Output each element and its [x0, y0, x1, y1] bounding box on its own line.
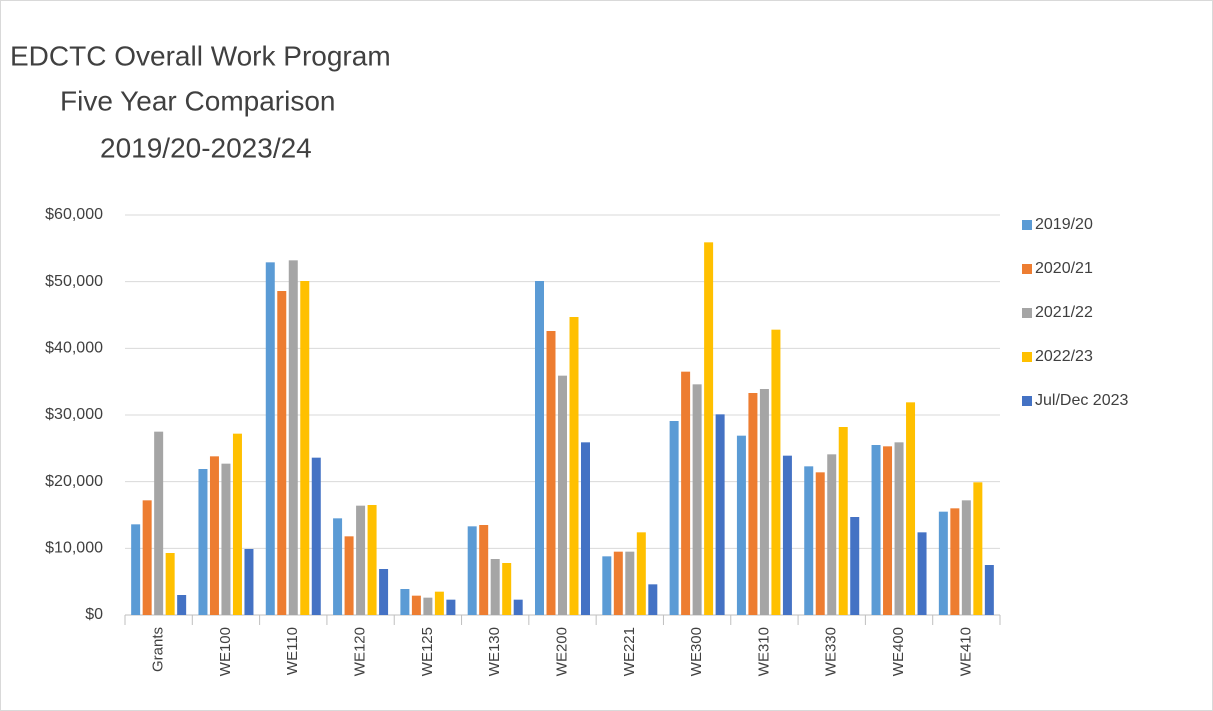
legend-swatch [1022, 352, 1032, 362]
legend-label: 2021/22 [1035, 304, 1093, 321]
bar [446, 599, 456, 615]
bar [411, 595, 421, 615]
bar [669, 421, 679, 615]
y-tick-label: $20,000 [45, 473, 103, 490]
x-tick-label: WE120 [352, 627, 369, 676]
bar [513, 599, 523, 615]
bar [277, 291, 287, 615]
bar [288, 260, 298, 615]
x-tick-label: WE310 [755, 627, 772, 676]
bar [434, 591, 444, 615]
bar [613, 551, 623, 615]
bar [602, 556, 612, 615]
bar [569, 317, 579, 615]
bar [906, 402, 916, 615]
bar [715, 414, 725, 615]
bar [311, 457, 321, 615]
bar [209, 456, 219, 615]
bar [736, 435, 746, 615]
bar [333, 518, 343, 615]
bar [984, 565, 994, 615]
bar [177, 595, 187, 615]
bar [704, 242, 714, 616]
bar [165, 553, 175, 615]
bar [648, 584, 658, 615]
bar [502, 563, 512, 615]
x-tick-label: Grants [150, 627, 167, 672]
bar [917, 532, 927, 615]
legend-swatch [1022, 396, 1032, 406]
bar [625, 551, 635, 615]
bar [535, 281, 544, 615]
bar [367, 505, 377, 615]
bar [804, 466, 814, 615]
bar [546, 331, 556, 615]
bar [300, 281, 310, 615]
bar [950, 508, 960, 615]
bar [490, 559, 500, 615]
bar [938, 511, 948, 615]
x-tick-label: WE100 [217, 627, 234, 676]
chart-title: EDCTC Overall Work Program [10, 40, 391, 71]
y-tick-label: $0 [85, 606, 103, 623]
y-tick-label: $10,000 [45, 540, 103, 557]
bar [344, 536, 354, 615]
bar [467, 526, 477, 615]
y-tick-label: $40,000 [45, 340, 103, 357]
bar [232, 433, 242, 615]
legend-label: 2020/21 [1035, 260, 1093, 277]
chart-title: 2019/20-2023/24 [100, 132, 312, 163]
bar [142, 500, 152, 615]
x-tick-label: WE330 [823, 627, 840, 676]
x-tick-label: WE221 [621, 627, 638, 676]
x-tick-label: WE130 [486, 627, 503, 676]
y-tick-label: $30,000 [45, 406, 103, 423]
x-tick-label: WE110 [284, 627, 301, 675]
bar [581, 442, 590, 615]
x-tick-label: WE200 [553, 627, 570, 676]
y-tick-label: $60,000 [45, 206, 103, 223]
bar [356, 505, 366, 615]
bar [815, 472, 825, 615]
bar [244, 549, 254, 615]
bar [154, 431, 164, 615]
chart-title: Five Year Comparison [60, 85, 335, 116]
legend-swatch [1022, 264, 1032, 274]
bar [423, 597, 433, 615]
bar [681, 371, 691, 615]
legend-swatch [1022, 308, 1032, 318]
bar [692, 384, 702, 615]
x-tick-label: WE410 [957, 627, 974, 676]
legend-swatch [1022, 220, 1032, 230]
bar [379, 569, 389, 615]
bar [850, 517, 860, 615]
bar [131, 524, 141, 615]
bar [198, 469, 208, 615]
bar [265, 262, 275, 615]
bar [771, 329, 781, 615]
bar [479, 525, 489, 615]
legend-label: 2019/20 [1035, 216, 1093, 233]
bar [400, 589, 410, 615]
y-tick-label: $50,000 [45, 273, 103, 290]
bar [748, 393, 758, 615]
bar [894, 442, 904, 615]
bar [636, 532, 646, 615]
bar [782, 455, 792, 615]
x-tick-label: WE300 [688, 627, 705, 676]
x-tick-label: WE125 [419, 627, 436, 676]
bar [838, 427, 848, 615]
legend-label: Jul/Dec 2023 [1035, 392, 1128, 409]
legend-label: 2022/23 [1035, 348, 1093, 365]
bar [961, 500, 971, 615]
bar [827, 454, 837, 615]
bar [221, 463, 231, 615]
bar [871, 445, 881, 615]
x-tick-label: WE400 [890, 627, 907, 676]
bar [558, 375, 567, 615]
bar [973, 482, 983, 615]
bar [759, 389, 769, 615]
bar [883, 446, 893, 615]
